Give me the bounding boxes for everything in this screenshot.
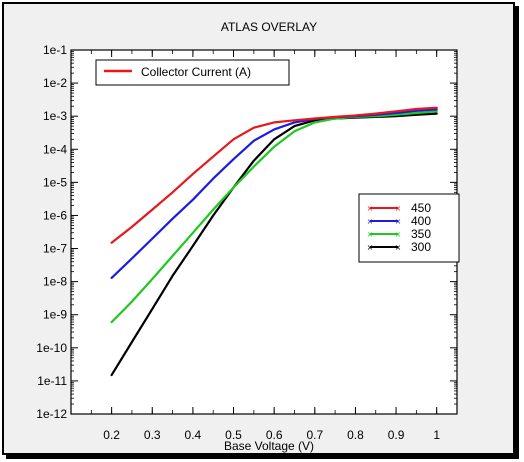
- x-tick-label: 0.5: [225, 428, 242, 442]
- y-tick-label: 1e-10: [36, 341, 67, 355]
- x-tick-label: 0.4: [185, 428, 202, 442]
- y-tick-label: 1e-3: [43, 109, 67, 123]
- series-layer: [110, 106, 438, 377]
- y-tick-label: 1e-1: [43, 43, 67, 57]
- y-tick-label: 1e-6: [43, 208, 67, 222]
- legend-marker: ×: [367, 204, 374, 213]
- chart-frame: ATLAS OVERLAY 1e-12 1e-11 1e-10 1e-9 1e-8 1e-…: [2, 2, 515, 455]
- x-axis-label: Base Voltage (V): [224, 439, 314, 453]
- legend-marker: ×: [367, 243, 374, 252]
- x-tick-label: 1: [433, 428, 440, 442]
- x-tick-label: 0.6: [266, 428, 283, 442]
- y-tick-label: 1e-12: [36, 407, 67, 421]
- legend-label-350: 350: [411, 227, 431, 241]
- y-tick-label: 1e-7: [43, 242, 67, 256]
- ticks-layer: 1e-121e-111e-101e-91e-81e-71e-61e-51e-41…: [36, 43, 458, 442]
- y-tick-label: 1e-5: [43, 175, 67, 189]
- series-legend: × × 450 × × 400 × × 350 × × 300: [358, 193, 460, 263]
- x-tick-label: 0.9: [388, 428, 405, 442]
- legend-marker: ×: [367, 230, 374, 239]
- legend-marker: ×: [367, 217, 374, 226]
- x-tick-label: 0.3: [144, 428, 161, 442]
- y-tick-label: 1e-8: [43, 275, 67, 289]
- legend-marker: ×: [395, 204, 402, 213]
- chart-svg: ATLAS OVERLAY 1e-121e-111e-101e-91e-81e-…: [36, 20, 460, 453]
- legend-label-450: 450: [411, 201, 431, 215]
- legend-label-300: 300: [411, 240, 431, 254]
- legend-label-400: 400: [411, 214, 431, 228]
- y-tick-label: 1e-4: [43, 142, 67, 156]
- y-tick-label: 1e-9: [43, 308, 67, 322]
- legend-marker: ×: [395, 230, 402, 239]
- chart-title: ATLAS OVERLAY: [221, 20, 317, 34]
- x-tick-label: 0.7: [306, 428, 323, 442]
- y-tick-label: 1e-2: [43, 76, 67, 90]
- x-tick-label: 0.2: [103, 428, 120, 442]
- top-legend-box: [95, 59, 290, 86]
- top-legend: Collector Current (A): [95, 59, 290, 86]
- top-legend-label: Collector Current (A): [141, 65, 251, 79]
- series-legend-box: [358, 193, 460, 263]
- legend-marker: ×: [395, 243, 402, 252]
- legend-marker: ×: [395, 217, 402, 226]
- series-line-400: [110, 108, 438, 279]
- series-line-450: [110, 106, 438, 244]
- y-tick-label: 1e-11: [37, 374, 67, 388]
- x-tick-label: 0.8: [347, 428, 364, 442]
- series-line-350: [110, 110, 438, 324]
